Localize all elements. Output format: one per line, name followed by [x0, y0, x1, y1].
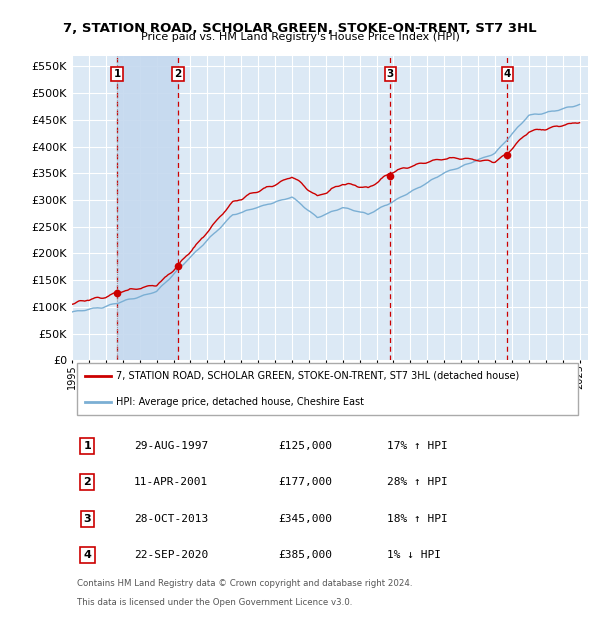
Bar	[117, 56, 178, 360]
Text: This data is licensed under the Open Government Licence v3.0.: This data is licensed under the Open Gov…	[77, 598, 353, 608]
Text: 3: 3	[387, 69, 394, 79]
Text: HPI: Average price, detached house, Cheshire East: HPI: Average price, detached house, Ches…	[116, 397, 364, 407]
Text: 3: 3	[83, 514, 91, 524]
Text: £385,000: £385,000	[278, 551, 332, 560]
Text: £345,000: £345,000	[278, 514, 332, 524]
Text: 4: 4	[503, 69, 511, 79]
Text: 11-APR-2001: 11-APR-2001	[134, 477, 208, 487]
Text: 4: 4	[83, 551, 91, 560]
Text: 2: 2	[83, 477, 91, 487]
Text: 28% ↑ HPI: 28% ↑ HPI	[387, 477, 448, 487]
Text: 7, STATION ROAD, SCHOLAR GREEN, STOKE-ON-TRENT, ST7 3HL (detached house): 7, STATION ROAD, SCHOLAR GREEN, STOKE-ON…	[116, 371, 519, 381]
Text: Price paid vs. HM Land Registry's House Price Index (HPI): Price paid vs. HM Land Registry's House …	[140, 32, 460, 42]
Text: 2: 2	[175, 69, 182, 79]
Text: £125,000: £125,000	[278, 441, 332, 451]
Text: 1: 1	[83, 441, 91, 451]
Text: 1% ↓ HPI: 1% ↓ HPI	[387, 551, 441, 560]
Text: Contains HM Land Registry data © Crown copyright and database right 2024.: Contains HM Land Registry data © Crown c…	[77, 579, 413, 588]
FancyBboxPatch shape	[77, 363, 578, 415]
Text: 18% ↑ HPI: 18% ↑ HPI	[387, 514, 448, 524]
Text: 1: 1	[113, 69, 121, 79]
Text: 7, STATION ROAD, SCHOLAR GREEN, STOKE-ON-TRENT, ST7 3HL: 7, STATION ROAD, SCHOLAR GREEN, STOKE-ON…	[63, 22, 537, 35]
Text: 17% ↑ HPI: 17% ↑ HPI	[387, 441, 448, 451]
Text: £177,000: £177,000	[278, 477, 332, 487]
Text: 28-OCT-2013: 28-OCT-2013	[134, 514, 208, 524]
Text: 22-SEP-2020: 22-SEP-2020	[134, 551, 208, 560]
Text: 29-AUG-1997: 29-AUG-1997	[134, 441, 208, 451]
